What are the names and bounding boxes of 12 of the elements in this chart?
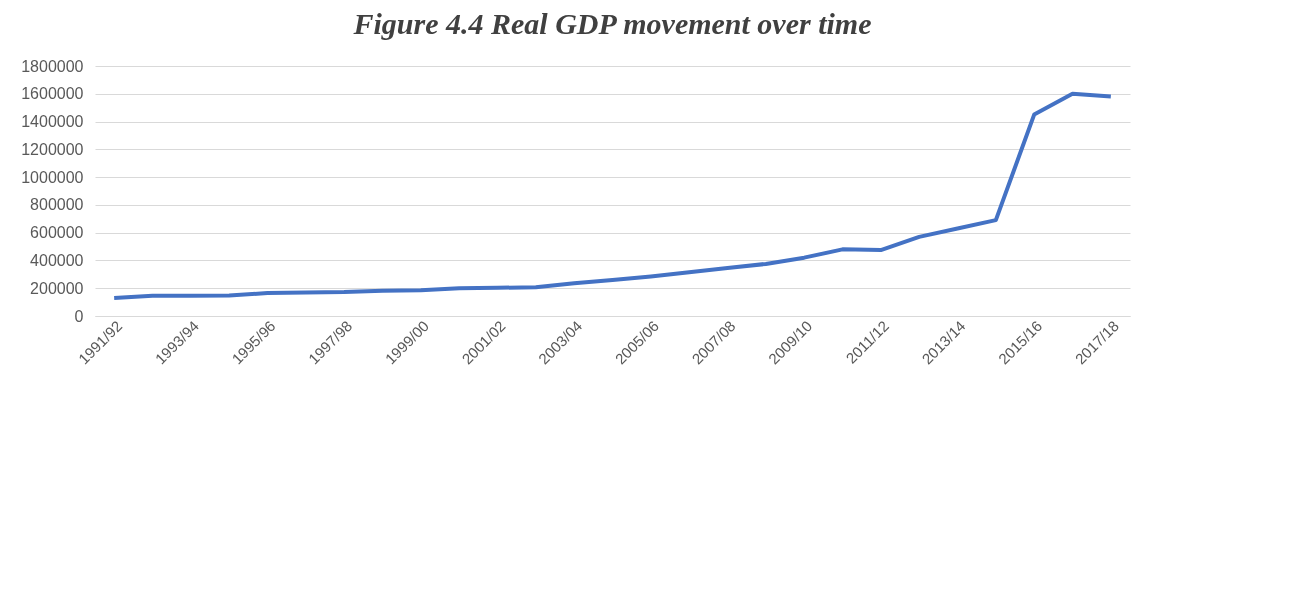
y-tick-label: 400000 bbox=[30, 251, 84, 269]
y-tick-label: 1200000 bbox=[21, 140, 84, 158]
y-tick-label: 200000 bbox=[30, 279, 84, 297]
y-tick-label: 1000000 bbox=[21, 168, 84, 186]
y-tick-label: 1800000 bbox=[21, 57, 84, 75]
y-tick-label: 0 bbox=[74, 307, 84, 325]
y-tick-label: 800000 bbox=[30, 196, 84, 214]
line-series bbox=[112, 91, 1113, 300]
y-tick-label: 1600000 bbox=[21, 85, 84, 103]
y-tick-label: 1400000 bbox=[21, 113, 84, 131]
chart-title: Figure 4.4 Real GDP movement over time bbox=[352, 7, 872, 40]
y-tick-label: 600000 bbox=[30, 224, 84, 242]
